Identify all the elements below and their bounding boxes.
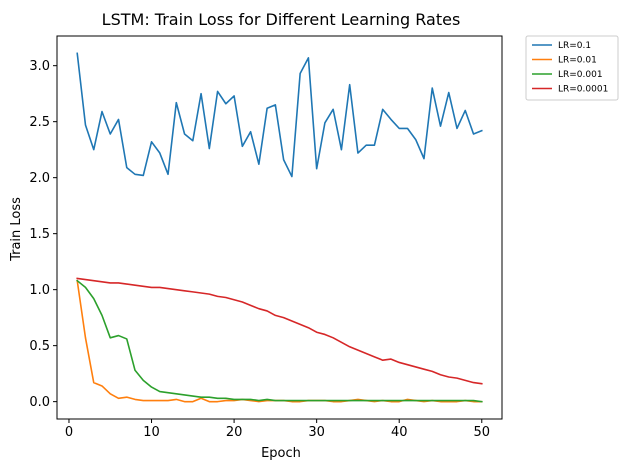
y-tick-label: 2.0 <box>29 171 50 186</box>
series-line-2 <box>76 279 483 403</box>
x-tick-label: 0 <box>65 425 73 440</box>
legend-label-2: LR=0.001 <box>558 70 603 80</box>
y-tick-label: 1.0 <box>29 283 50 298</box>
series-line-0 <box>76 52 483 178</box>
x-tick-label: 10 <box>143 425 160 440</box>
y-tick-label: 3.0 <box>29 59 50 74</box>
x-tick-label: 40 <box>391 425 408 440</box>
legend-label-0: LR=0.1 <box>558 41 591 51</box>
y-axis: 0.0 0.5 1.0 1.5 2.0 2.5 3.0 <box>29 59 57 410</box>
x-tick-label: 50 <box>473 425 490 440</box>
chart-title: LSTM: Train Loss for Different Learning … <box>102 10 461 29</box>
y-axis-label: Train Loss <box>9 197 24 262</box>
x-tick-label: 20 <box>226 425 243 440</box>
plot-lines <box>76 52 483 403</box>
x-axis-label: Epoch <box>261 446 301 461</box>
series-line-3 <box>76 277 483 385</box>
legend-label-3: LR=0.0001 <box>558 85 608 95</box>
y-tick-label: 0.0 <box>29 395 50 410</box>
y-tick-label: 2.5 <box>29 115 50 130</box>
plot-area-frame <box>56 35 503 420</box>
x-tick-label: 30 <box>308 425 325 440</box>
x-axis: 0 10 20 30 40 50 <box>65 419 490 440</box>
legend-frame <box>525 35 619 101</box>
y-tick-label: 0.5 <box>29 339 50 354</box>
legend-label-1: LR=0.01 <box>558 56 597 66</box>
y-tick-label: 1.5 <box>29 227 50 242</box>
legend: LR=0.1 LR=0.01 LR=0.001 LR=0.0001 <box>525 35 619 101</box>
